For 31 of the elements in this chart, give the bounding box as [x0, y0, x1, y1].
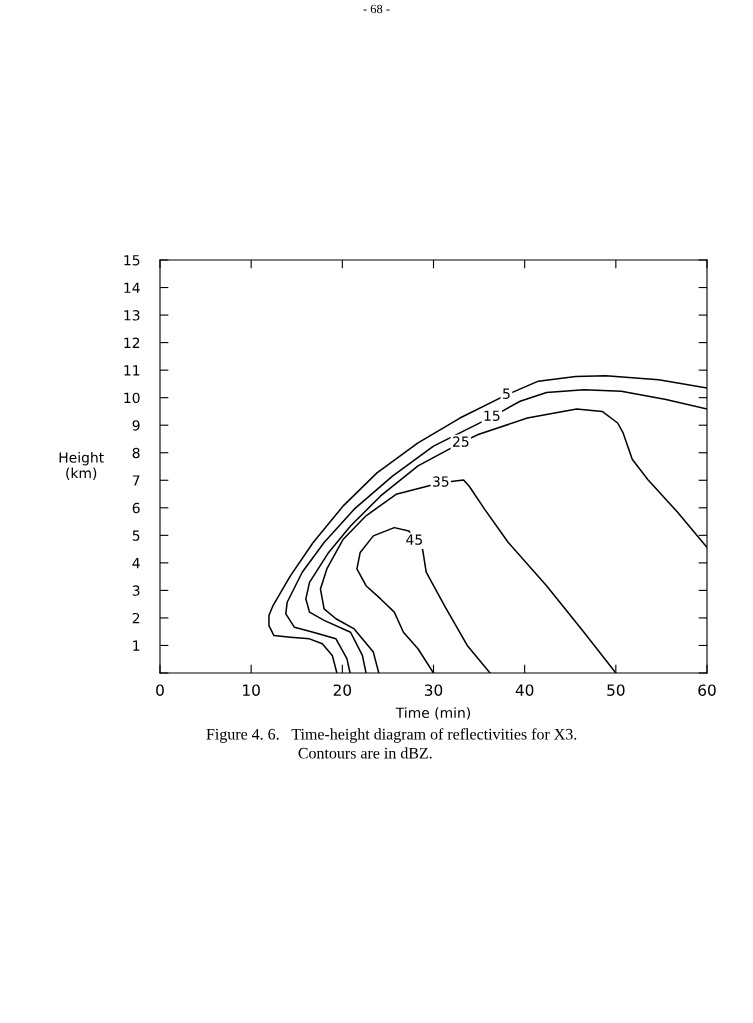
y-axis-title: Height (km) [59, 452, 104, 480]
y-tick-label: 3 [132, 585, 140, 596]
x-tick-label: 40 [515, 684, 534, 696]
y-tick-label: 15 [124, 255, 140, 266]
x-tick-label: 30 [424, 684, 443, 696]
annotation: 25 [453, 436, 469, 447]
y-tick-label: 13 [124, 310, 140, 321]
text: - 68 - [363, 4, 390, 14]
annotation: 5 [503, 388, 510, 399]
annotation: 45 [406, 534, 422, 545]
y-tick-label: 5 [132, 530, 140, 541]
y-tick-label: 8 [132, 447, 140, 459]
x-axis-title: Time (min) [395, 707, 471, 720]
y-tick-label: 4 [132, 558, 140, 569]
y-tick-label: 11 [124, 365, 140, 376]
y-tick-label: 1 [133, 640, 140, 651]
x-tick-label: 50 [607, 684, 625, 696]
annotation: 35 [433, 476, 449, 487]
y-tick-label: 14 [124, 282, 140, 293]
y-tick-label: 6 [132, 502, 140, 514]
y-tick-label: 9 [132, 420, 140, 431]
y-tick-label: 2 [132, 612, 140, 624]
x-tick-label: 0 [156, 684, 164, 696]
y-tick-label: 10 [124, 392, 140, 404]
x-tick-label: 20 [333, 684, 352, 696]
x-tick-label: 60 [698, 684, 716, 696]
annotation: 15 [484, 410, 500, 421]
x-tick-label: 10 [243, 684, 260, 696]
caption: Figure 4. 6. Time-height diagram of reflectivities for X3. Contours are in dBZ. [206, 728, 577, 759]
y-tick-label: 12 [124, 337, 140, 348]
y-tick-label: 7 [132, 475, 140, 486]
